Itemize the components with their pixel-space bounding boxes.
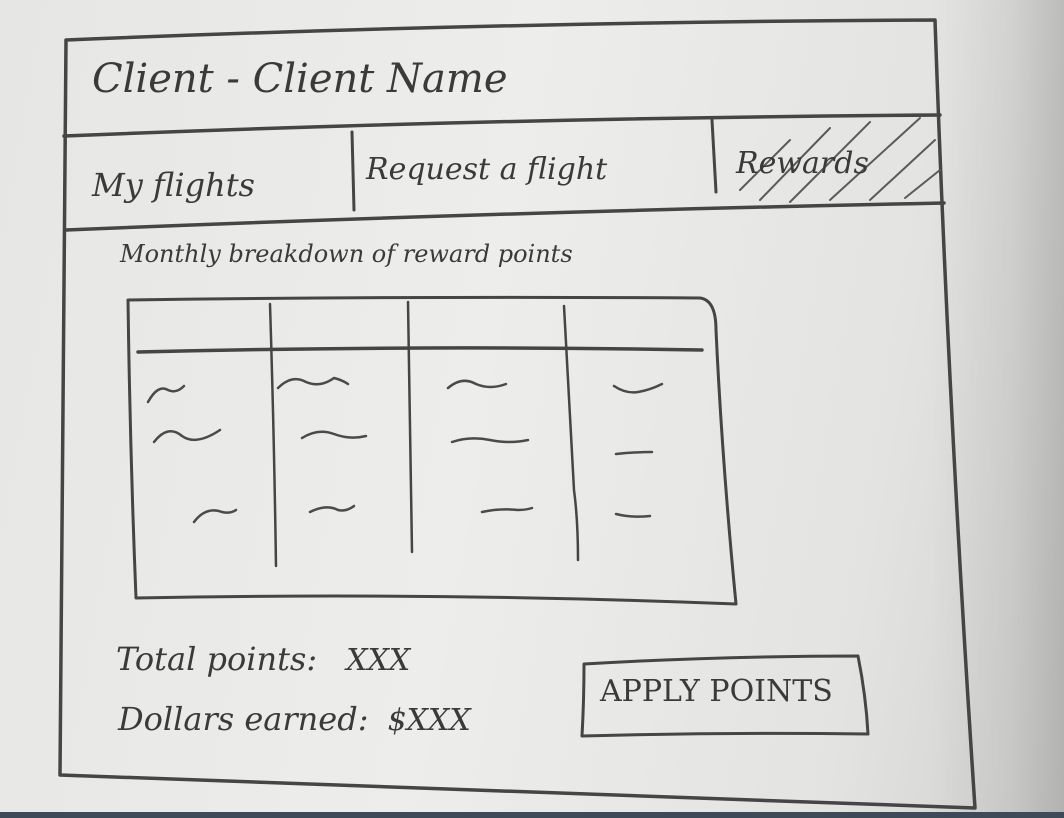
table-cell [192,508,238,524]
rewards-breakdown-heading: Monthly breakdown of reward points [120,240,573,268]
table-cell [614,512,652,518]
table-cell [446,379,508,390]
apply-button-outline [580,654,870,738]
dollars-earned-row: Dollars earned: $XXX [118,700,471,738]
selected-tab-hatching [739,117,941,203]
column-divider-3 [562,304,580,562]
tabbar-divider [64,201,946,232]
tab-separator-2 [710,118,718,194]
tab-rewards[interactable]: Rewards [736,146,869,181]
bottom-strip [0,812,1064,818]
table-cell [308,504,356,514]
rewards-table-grid [126,295,738,606]
client-name-title: Client - Client Name [92,56,508,102]
column-divider-1 [268,302,278,568]
total-points-row: Total points: XXX [116,640,410,678]
tab-request-flight[interactable]: Request a flight [366,152,608,187]
tab-my-flights[interactable]: My flights [92,166,255,204]
table-cell [152,428,222,444]
apply-points-button[interactable]: APPLY POINTS [586,662,864,732]
table-cell [146,384,186,404]
table-cell [276,376,350,390]
tab-separator-1 [350,130,356,212]
table-cell [300,430,368,440]
column-divider-2 [406,300,414,554]
table-cell [612,382,664,394]
table-border [126,295,738,606]
window-border [58,18,977,810]
apply-points-label: APPLY POINTS [600,674,833,709]
table-cell [480,506,534,514]
table-cell-squiggles [146,376,664,524]
table-header-divider [136,346,704,354]
table-cell [614,450,654,456]
total-points-label: Total points: [116,640,318,678]
header-divider [62,113,942,138]
dollars-earned-value: $XXX [387,703,471,738]
table-cell [450,437,530,444]
total-points-value: XXX [346,643,411,678]
dollars-earned-label: Dollars earned: [118,700,369,738]
